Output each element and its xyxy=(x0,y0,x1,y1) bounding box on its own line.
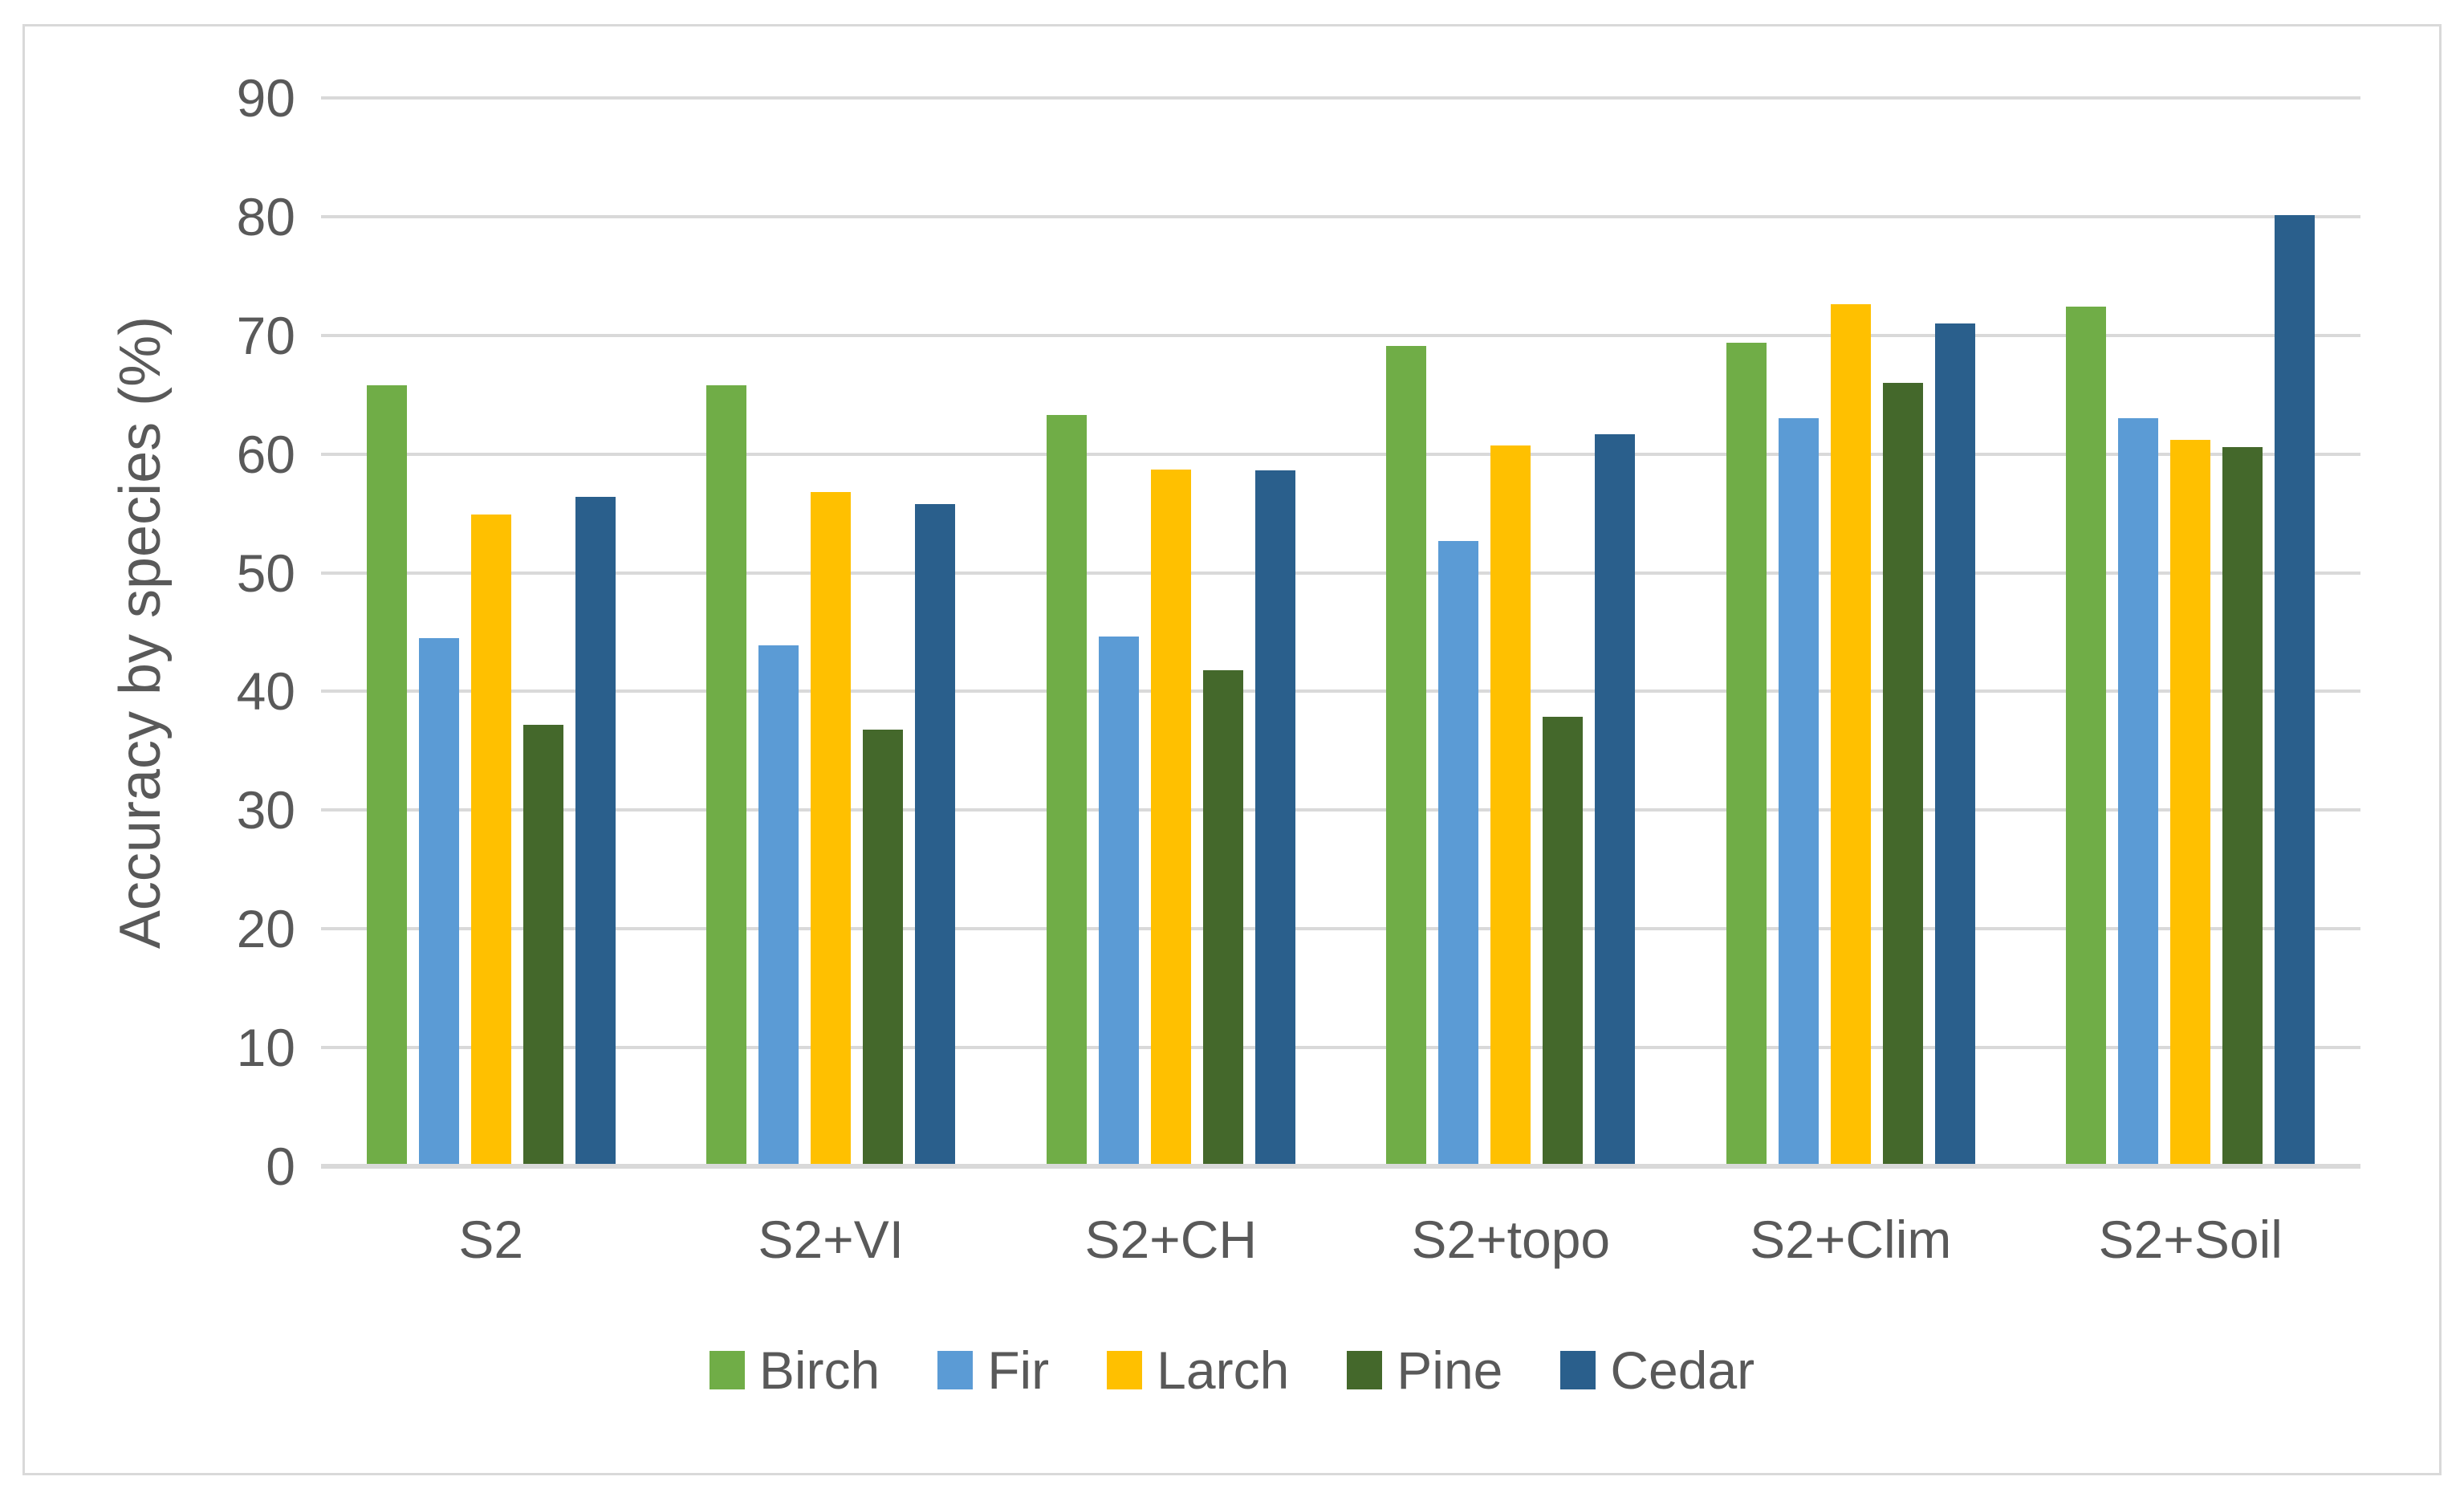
gridline xyxy=(321,927,2360,931)
bar-group-S2 xyxy=(321,98,661,1166)
legend-label-larch: Larch xyxy=(1157,1340,1290,1400)
bar-group-S2+Soil xyxy=(2021,98,2361,1166)
gridline xyxy=(321,689,2360,694)
bar-fir-S2+VI xyxy=(758,645,799,1166)
legend-label-pine: Pine xyxy=(1397,1340,1503,1400)
legend-swatch-fir xyxy=(937,1351,974,1389)
bar-group-S2+topo xyxy=(1341,98,1681,1166)
x-axis-line xyxy=(321,1164,2360,1169)
bar-birch-S2+topo xyxy=(1386,346,1427,1166)
bar-cedar-S2 xyxy=(575,496,616,1166)
bar-larch-S2+CH xyxy=(1150,469,1191,1166)
y-tick-label: 30 xyxy=(236,780,295,840)
bar-birch-S2 xyxy=(366,384,407,1166)
plot-area xyxy=(321,96,2360,1169)
bar-group-S2+CH xyxy=(1001,98,1341,1166)
legend-label-cedar: Cedar xyxy=(1610,1340,1755,1400)
bar-cedar-S2+topo xyxy=(1595,433,1636,1166)
y-tick-label: 60 xyxy=(236,424,295,484)
bar-fir-S2+CH xyxy=(1098,637,1139,1166)
category-label-S2: S2 xyxy=(458,1210,524,1269)
y-tick-label: 50 xyxy=(236,543,295,603)
category-label-S2+Clim: S2+Clim xyxy=(1750,1210,1952,1269)
gridline xyxy=(321,1046,2360,1050)
legend: Birch Fir Larch Pine Cedar xyxy=(0,1334,2464,1406)
bar-birch-S2+VI xyxy=(706,384,747,1166)
legend-item-larch: Larch xyxy=(1107,1334,1289,1406)
category-label-S2+CH: S2+CH xyxy=(1084,1210,1258,1269)
gridline xyxy=(321,808,2360,812)
bar-larch-S2+topo xyxy=(1490,445,1531,1166)
bar-pine-S2+topo xyxy=(1543,716,1584,1166)
bar-larch-S2 xyxy=(470,515,511,1166)
legend-swatch-cedar xyxy=(1560,1351,1596,1389)
gridline xyxy=(321,333,2360,337)
category-labels: S2 S2+VI S2+CH S2+topo S2+Clim S2+Soil xyxy=(321,1193,2360,1286)
y-tick-label: 20 xyxy=(236,899,295,959)
bar-larch-S2+Clim xyxy=(1830,304,1871,1166)
y-tick-label: 70 xyxy=(236,305,295,365)
category-label-S2+topo: S2+topo xyxy=(1411,1210,1611,1269)
bar-pine-S2 xyxy=(522,724,563,1166)
bar-pine-S2+Clim xyxy=(1882,382,1923,1166)
legend-swatch-larch xyxy=(1107,1351,1143,1389)
bar-larch-S2+Soil xyxy=(2170,439,2211,1166)
y-axis-title: Accuracy by species (%) xyxy=(108,315,173,950)
bar-fir-S2+Soil xyxy=(2118,418,2159,1166)
bar-larch-S2+VI xyxy=(811,492,852,1166)
bar-cedar-S2+Clim xyxy=(1934,323,1975,1166)
y-tick-label: 80 xyxy=(236,186,295,246)
gridline xyxy=(321,214,2360,218)
legend-item-cedar: Cedar xyxy=(1560,1334,1754,1406)
bar-group-S2+Clim xyxy=(1681,98,2021,1166)
bar-cedar-S2+Soil xyxy=(2275,215,2316,1166)
legend-swatch-birch xyxy=(709,1351,745,1389)
legend-label-fir: Fir xyxy=(987,1340,1050,1400)
bar-birch-S2+Clim xyxy=(1726,342,1767,1166)
y-tick-label: 10 xyxy=(236,1018,295,1078)
category-label-S2+Soil: S2+Soil xyxy=(2098,1210,2283,1269)
bar-group-S2+VI xyxy=(661,98,1002,1166)
bar-birch-S2+Soil xyxy=(2066,307,2107,1166)
y-tick-label: 0 xyxy=(266,1137,295,1196)
bar-pine-S2+Soil xyxy=(2222,446,2263,1166)
category-label-S2+VI: S2+VI xyxy=(758,1210,905,1269)
legend-label-birch: Birch xyxy=(758,1340,880,1400)
bar-cedar-S2+VI xyxy=(915,503,956,1166)
gridline xyxy=(321,96,2360,100)
bar-groups xyxy=(321,98,2360,1166)
bar-birch-S2+CH xyxy=(1046,414,1087,1166)
legend-item-pine: Pine xyxy=(1347,1334,1502,1406)
bar-fir-S2+Clim xyxy=(1778,418,1819,1166)
legend-swatch-pine xyxy=(1347,1351,1383,1389)
gridline xyxy=(321,452,2360,456)
bar-pine-S2+VI xyxy=(863,729,904,1166)
y-tick-label: 90 xyxy=(236,68,295,128)
gridline xyxy=(321,571,2360,575)
bar-pine-S2+CH xyxy=(1202,669,1243,1166)
legend-item-fir: Fir xyxy=(937,1334,1049,1406)
legend-item-birch: Birch xyxy=(709,1334,880,1406)
bar-cedar-S2+CH xyxy=(1254,470,1295,1166)
bar-fir-S2 xyxy=(418,637,459,1166)
bar-fir-S2+topo xyxy=(1438,540,1479,1166)
y-tick-label: 40 xyxy=(236,661,295,722)
